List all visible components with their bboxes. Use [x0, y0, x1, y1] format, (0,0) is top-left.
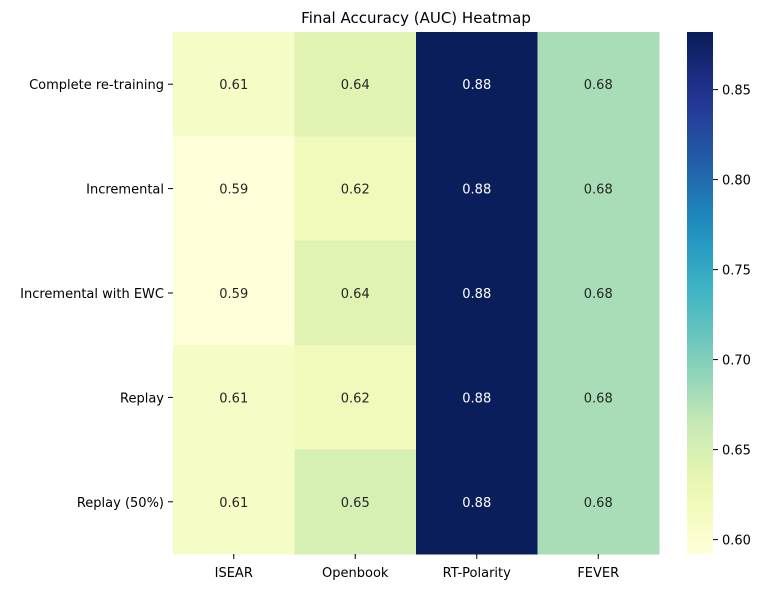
heatmap-cell-label: 0.61 [219, 391, 248, 406]
colorbar-tick-label: 0.70 [722, 354, 751, 369]
y-tick-label: Incremental with EWC [20, 287, 164, 302]
heatmap-cell-label: 0.68 [584, 78, 613, 93]
heatmap-cell-label: 0.68 [584, 496, 613, 511]
x-tick-label: RT-Polarity [443, 566, 511, 581]
heatmap-cell-label: 0.68 [584, 183, 613, 198]
x-tick-label: FEVER [577, 566, 619, 581]
heatmap-cell-label: 0.88 [462, 496, 491, 511]
colorbar-tick-label: 0.65 [722, 444, 751, 459]
heatmap-cell [537, 345, 660, 451]
heatmap-cell-label: 0.64 [341, 78, 370, 93]
x-tick-label: ISEAR [215, 566, 253, 581]
colorbar-tick-label: 0.85 [722, 84, 751, 99]
heatmap-cell-label: 0.88 [462, 287, 491, 302]
heatmap-cell-label: 0.88 [462, 391, 491, 406]
heatmap-cell-label: 0.61 [219, 78, 248, 93]
heatmap-cell-label: 0.68 [584, 391, 613, 406]
heatmap-cell [173, 240, 295, 346]
heatmap-cell [416, 240, 538, 346]
heatmap-cell-label: 0.65 [341, 496, 370, 511]
heatmap-cell [173, 449, 295, 555]
heatmap-cell [294, 32, 417, 137]
y-tick-label: Complete re-training [29, 78, 164, 93]
heatmap-cell [294, 136, 417, 242]
heatmap-cell [294, 240, 417, 346]
heatmap-cell [294, 449, 417, 555]
y-axis: Complete re-training Incremental Increment… [20, 78, 173, 511]
colorbar-gradient [687, 32, 713, 554]
heatmap-cell [416, 345, 538, 451]
heatmap-cell-label: 0.64 [341, 287, 370, 302]
heatmap-cell [537, 449, 660, 555]
colorbar-tick-label: 0.75 [722, 264, 751, 279]
heatmap-cell [173, 136, 295, 242]
heatmap-cell-label: 0.88 [462, 78, 491, 93]
heatmap-cell-label: 0.59 [219, 183, 248, 198]
heatmap-cell [173, 32, 295, 137]
heatmap-cell [294, 345, 417, 451]
colorbar-ticks: 0.60 0.65 0.70 0.75 0.80 0.85 [713, 84, 751, 549]
x-tick-label: Openbook [322, 566, 389, 581]
x-axis: ISEAR Openbook RT-Polarity FEVER [215, 554, 619, 581]
heatmap-cell-label: 0.59 [219, 287, 248, 302]
heatmap-cell [537, 240, 660, 346]
heatmap-cell-labels: 0.61 0.64 0.88 0.68 0.59 0.62 0.88 0.68 0.59 0.64… [219, 78, 612, 511]
heatmap-cell-label: 0.68 [584, 287, 613, 302]
chart-title: Final Accuracy (AUC) Heatmap [301, 9, 531, 27]
heatmap-cell [173, 345, 295, 451]
y-tick-label: Incremental [86, 183, 164, 198]
heatmap-cell-label: 0.61 [219, 496, 248, 511]
heatmap-cell [416, 136, 538, 242]
colorbar-tick-label: 0.60 [722, 534, 751, 549]
heatmap-cell [416, 32, 538, 137]
colorbar [687, 32, 713, 554]
heatmap-cell [537, 136, 660, 242]
y-tick-label: Replay [120, 391, 164, 406]
heatmap-cell [537, 32, 660, 137]
heatmap-cell-label: 0.62 [341, 183, 370, 198]
colorbar-tick-label: 0.80 [722, 174, 751, 189]
heatmap-cell-label: 0.62 [341, 391, 370, 406]
y-tick-label: Replay (50%) [77, 496, 164, 511]
heatmap-cells [173, 32, 660, 555]
heatmap-cell-label: 0.88 [462, 183, 491, 198]
heatmap-cell [416, 449, 538, 555]
